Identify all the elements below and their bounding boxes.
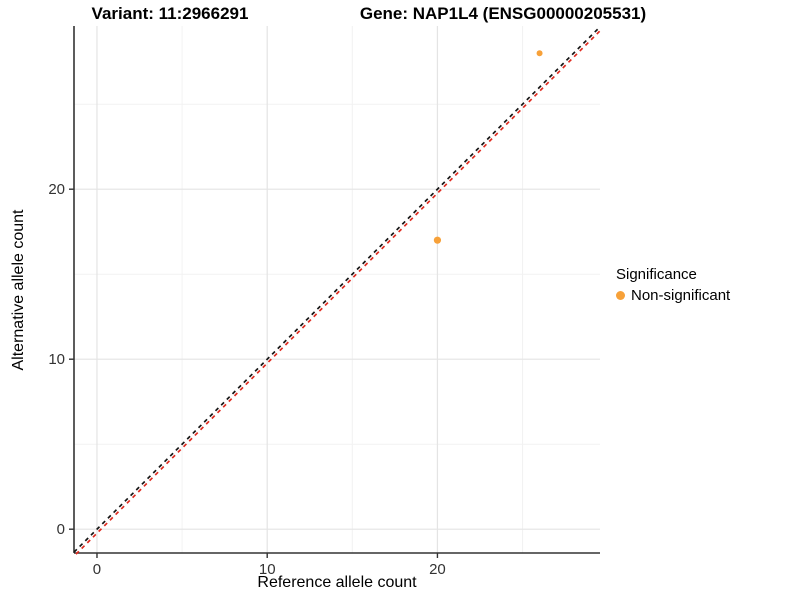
y-tick-label: 10 bbox=[48, 351, 65, 368]
x-axis-title: Reference allele count bbox=[257, 574, 417, 591]
identity-red-line bbox=[75, 28, 603, 555]
y-axis-title: Alternative allele count bbox=[10, 209, 27, 371]
legend-item-label: Non-significant bbox=[631, 287, 731, 304]
legend: Significance Non-significant bbox=[616, 266, 730, 304]
y-tick-label: 0 bbox=[57, 521, 65, 538]
x-tick-label: 20 bbox=[429, 561, 446, 578]
plot-title-gene: Gene: NAP1L4 (ENSG00000205531) bbox=[359, 4, 647, 23]
x-tick-label: 0 bbox=[93, 561, 101, 578]
x-tick-label: 10 bbox=[259, 561, 276, 578]
data-point bbox=[536, 50, 543, 57]
plot-title-variant: Variant: 11:2966291 bbox=[91, 4, 249, 23]
legend-point-icon bbox=[616, 291, 625, 300]
y-tick-label: 20 bbox=[48, 181, 65, 198]
legend-item-non-significant: Non-significant bbox=[616, 287, 730, 304]
data-point bbox=[433, 236, 442, 244]
legend-title: Significance bbox=[616, 266, 697, 283]
identity-black-line bbox=[73, 26, 601, 553]
